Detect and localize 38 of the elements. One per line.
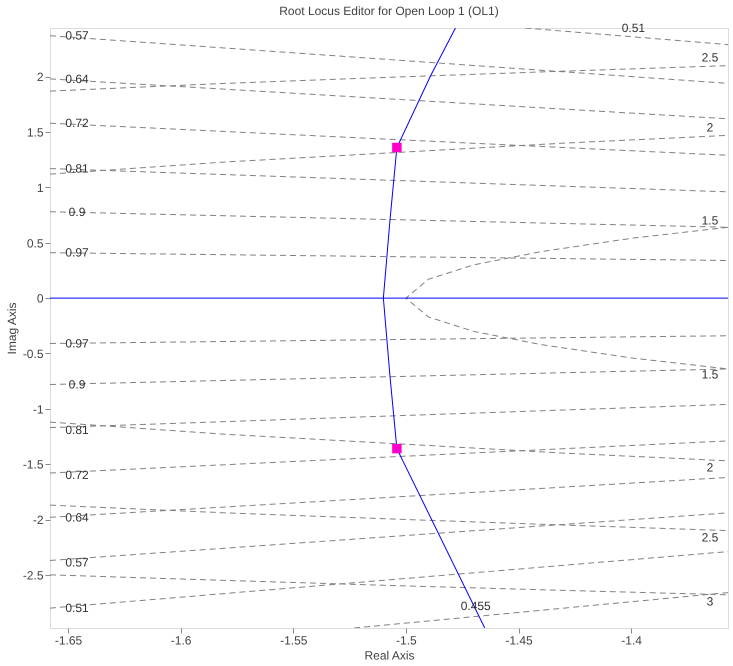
annotation: 0.51 <box>65 601 90 616</box>
annotation: 0.72 <box>65 468 90 482</box>
annotation: 0.81 <box>65 162 90 176</box>
annotation: 2.5 <box>702 50 719 65</box>
y-axis-title: Imag Axis <box>4 302 19 355</box>
annotation: 0.57 <box>65 28 90 43</box>
annotation: 0.97 <box>65 246 90 260</box>
chart-title: Root Locus Editor for Open Loop 1 (OL1) <box>279 4 499 18</box>
x-tick-label: -1.55 <box>280 634 308 648</box>
y-tick-label: 1.5 <box>26 126 44 140</box>
y-tick-label: -0.5 <box>22 346 44 361</box>
x-tick-label: -1.65 <box>54 634 83 648</box>
annotation: 3 <box>706 594 714 609</box>
annotation: 0.64 <box>65 72 90 86</box>
annotation: 0.57 <box>65 556 90 570</box>
annotation: 1.5 <box>702 213 719 228</box>
y-tick-label: 1 <box>36 180 44 195</box>
x-tick-label: -1.6 <box>170 634 192 648</box>
x-tick-label: -1.4 <box>621 634 642 648</box>
y-tick-label: -2.5 <box>22 568 44 582</box>
annotation: 0.81 <box>65 422 90 437</box>
annotation: 2 <box>706 460 714 475</box>
x-tick-label: -1.5 <box>396 634 418 648</box>
x-axis-title: Real Axis <box>364 648 415 662</box>
annotation: 0.97 <box>65 336 90 350</box>
annotation: 0.64 <box>65 510 90 524</box>
y-tick-label: -1.5 <box>22 458 44 472</box>
annotation: 0.51 <box>622 20 646 35</box>
annotation: 0.72 <box>65 116 90 130</box>
y-tick-label: -2 <box>32 513 44 528</box>
y-tick-label: 2 <box>36 70 44 84</box>
x-tick-label: -1.45 <box>505 634 534 648</box>
annotation: 2 <box>706 120 714 134</box>
annotation: 1.5 <box>702 368 719 382</box>
annotation: 2.5 <box>702 530 719 544</box>
y-tick-label: 0 <box>36 292 44 306</box>
y-tick-label: 0.5 <box>26 236 44 250</box>
y-tick-label: -1 <box>32 402 44 416</box>
